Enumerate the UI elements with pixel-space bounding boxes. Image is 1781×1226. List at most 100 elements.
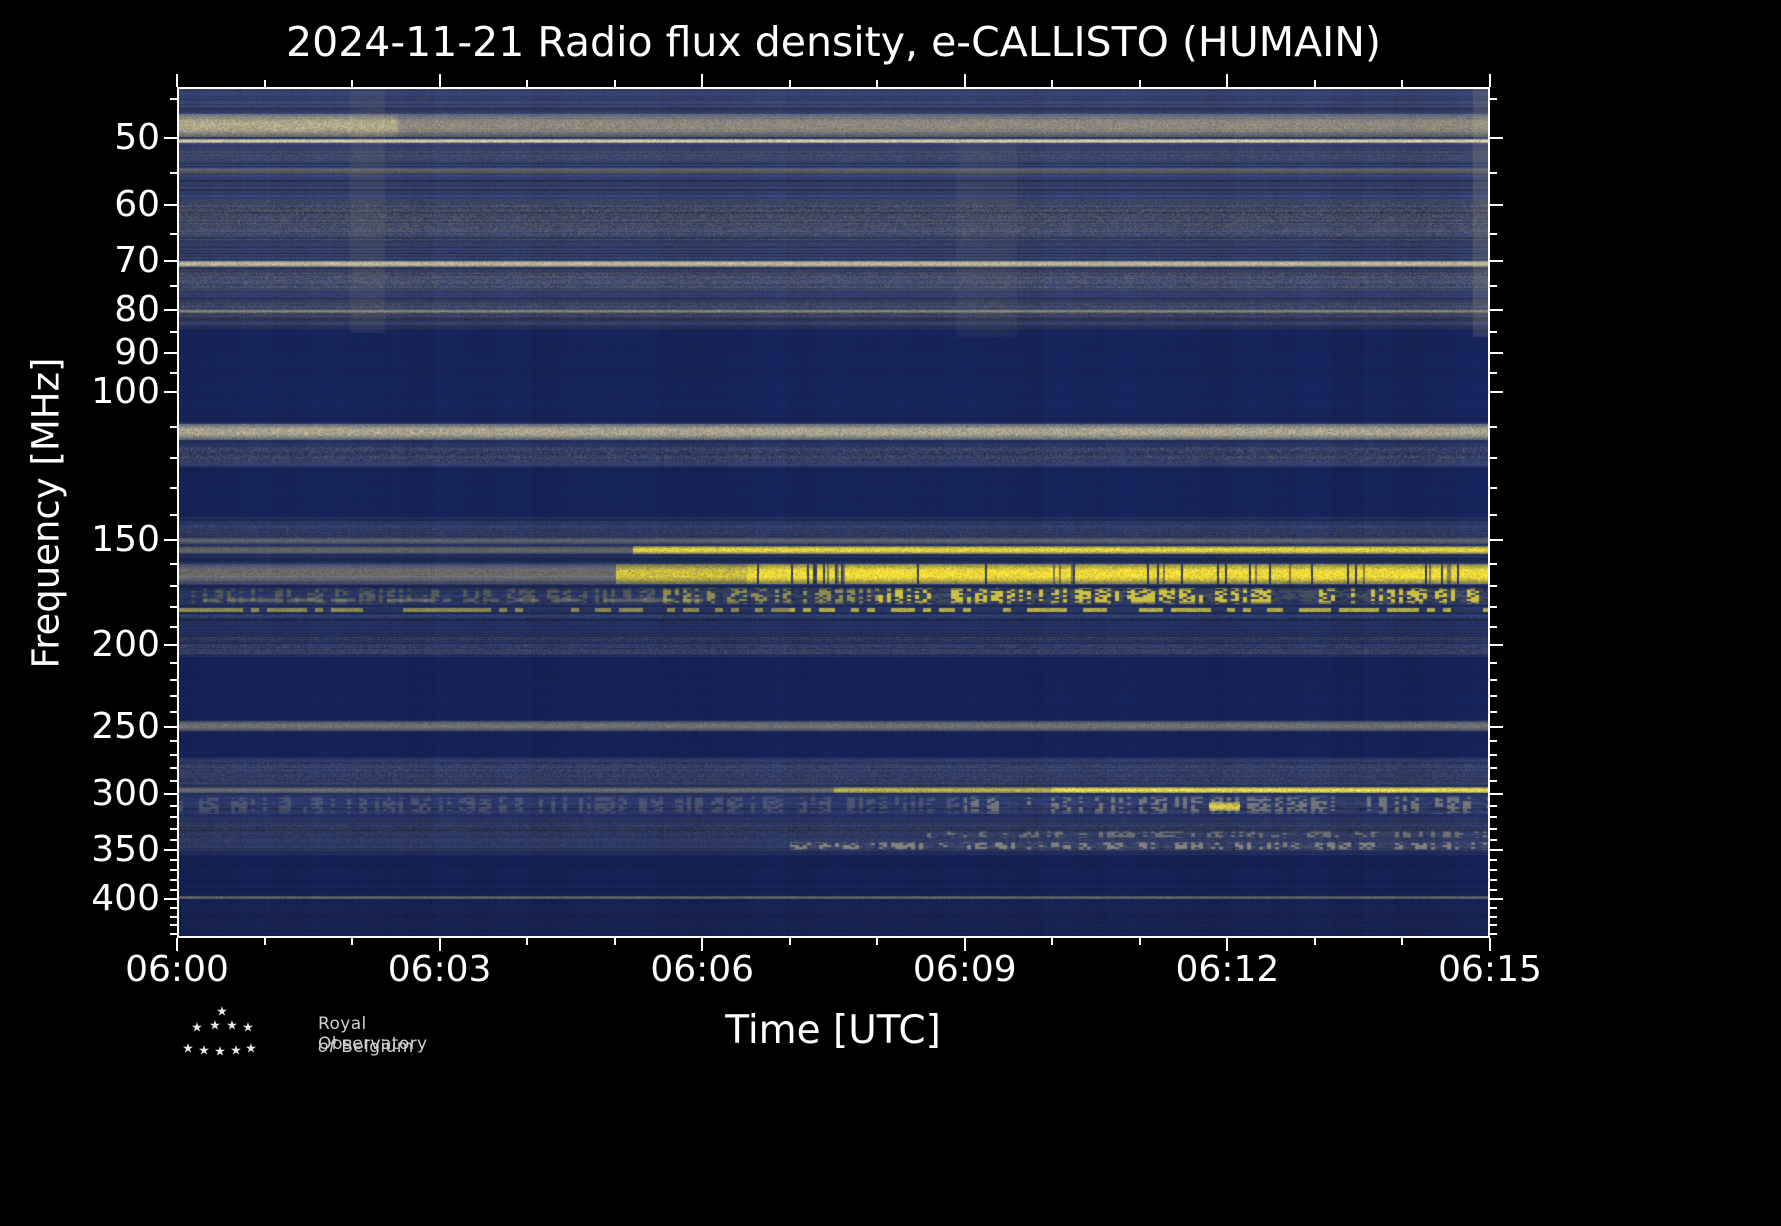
x-tick-label: 06:00 bbox=[125, 949, 229, 990]
y-minor-tick bbox=[170, 98, 177, 101]
y-minor-tick bbox=[170, 232, 177, 235]
y-minor-tick-right bbox=[1490, 232, 1497, 235]
y-minor-tick bbox=[170, 625, 177, 628]
x-minor-tick-top bbox=[613, 80, 616, 87]
y-minor-tick bbox=[170, 486, 177, 489]
y-minor-tick-right bbox=[1490, 562, 1497, 565]
x-major-tick bbox=[176, 938, 178, 951]
y-minor-tick bbox=[170, 780, 177, 783]
y-minor-tick bbox=[170, 457, 177, 460]
y-major-tick-right bbox=[1490, 390, 1503, 393]
y-minor-tick bbox=[170, 562, 177, 565]
y-minor-tick bbox=[170, 827, 177, 830]
y-major-tick bbox=[164, 725, 177, 728]
x-minor-tick bbox=[1401, 938, 1404, 945]
y-tick-label: 250 bbox=[91, 705, 160, 747]
y-major-tick-right bbox=[1490, 539, 1503, 542]
y-minor-tick bbox=[170, 371, 177, 374]
y-major-tick-right bbox=[1490, 352, 1503, 355]
y-minor-tick-right bbox=[1490, 625, 1497, 628]
y-minor-tick-right bbox=[1490, 98, 1497, 101]
x-minor-tick-top bbox=[351, 80, 354, 87]
x-minor-tick bbox=[1138, 938, 1141, 945]
y-minor-tick bbox=[170, 924, 177, 927]
y-minor-tick bbox=[170, 754, 177, 757]
y-minor-tick-right bbox=[1490, 605, 1497, 608]
y-minor-tick bbox=[170, 679, 177, 682]
y-minor-tick-right bbox=[1490, 371, 1497, 374]
y-tick-label: 300 bbox=[91, 772, 160, 814]
x-tick-label: 06:12 bbox=[1175, 949, 1280, 990]
y-minor-tick-right bbox=[1490, 879, 1497, 882]
y-minor-tick bbox=[170, 869, 177, 872]
chart-title: 2024-11-21 Radio flux density, e-CALLIST… bbox=[286, 18, 1381, 66]
x-minor-tick bbox=[1051, 938, 1054, 945]
x-tick-label: 06:06 bbox=[650, 949, 755, 990]
x-major-tick bbox=[963, 938, 966, 951]
y-tick-label: 60 bbox=[114, 183, 160, 225]
y-minor-tick bbox=[170, 695, 177, 698]
y-major-tick bbox=[164, 644, 177, 647]
x-minor-tick-top bbox=[526, 80, 529, 87]
x-major-tick-top bbox=[701, 74, 704, 87]
x-tick-label: 06:09 bbox=[912, 949, 1017, 990]
y-minor-tick-right bbox=[1490, 924, 1497, 927]
y-tick-label: 400 bbox=[91, 877, 160, 919]
y-minor-tick-right bbox=[1490, 285, 1497, 288]
y-minor-tick bbox=[170, 816, 177, 819]
x-minor-tick bbox=[526, 938, 529, 945]
y-minor-tick-right bbox=[1490, 767, 1497, 770]
y-minor-tick bbox=[170, 425, 177, 428]
x-minor-tick-top bbox=[788, 80, 791, 87]
y-minor-tick bbox=[170, 513, 177, 516]
y-minor-tick bbox=[170, 331, 177, 334]
y-minor-tick-right bbox=[1490, 584, 1497, 587]
star-icon: ★ bbox=[209, 1018, 221, 1034]
y-minor-tick bbox=[170, 907, 177, 910]
y-major-tick-right bbox=[1490, 897, 1503, 900]
logo-text-line2: of Belgium bbox=[318, 1037, 414, 1057]
y-tick-label: 50 bbox=[114, 116, 160, 158]
x-major-tick bbox=[1489, 938, 1491, 951]
y-minor-tick bbox=[170, 171, 177, 174]
y-tick-label: 350 bbox=[91, 829, 160, 871]
y-axis-label: Frequency [MHz] bbox=[24, 357, 68, 669]
y-minor-tick-right bbox=[1490, 457, 1497, 460]
y-minor-tick bbox=[170, 605, 177, 608]
star-icon: ★ bbox=[191, 1020, 203, 1036]
y-minor-tick bbox=[170, 740, 177, 743]
y-major-tick-right bbox=[1490, 203, 1503, 206]
plot-area bbox=[177, 87, 1490, 938]
y-minor-tick bbox=[170, 804, 177, 807]
y-major-tick bbox=[164, 203, 177, 206]
x-minor-tick-top bbox=[1401, 80, 1404, 87]
x-minor-tick-top bbox=[876, 80, 879, 87]
y-minor-tick-right bbox=[1490, 695, 1497, 698]
y-minor-tick-right bbox=[1490, 816, 1497, 819]
y-minor-tick-right bbox=[1490, 513, 1497, 516]
y-minor-tick-right bbox=[1490, 932, 1497, 935]
y-tick-label: 80 bbox=[114, 288, 160, 330]
logo-text-line1: Royal Observatory bbox=[318, 1014, 428, 1054]
y-minor-tick-right bbox=[1490, 804, 1497, 807]
y-minor-tick bbox=[170, 767, 177, 770]
x-major-tick bbox=[701, 938, 704, 951]
y-minor-tick bbox=[170, 285, 177, 288]
star-icon: ★ bbox=[182, 1041, 194, 1057]
y-major-tick-right bbox=[1490, 308, 1503, 311]
x-major-tick-top bbox=[1489, 74, 1491, 87]
y-major-tick bbox=[164, 849, 177, 852]
y-minor-tick-right bbox=[1490, 827, 1497, 830]
star-icon: ★ bbox=[245, 1041, 257, 1057]
y-minor-tick-right bbox=[1490, 711, 1497, 714]
y-minor-tick-right bbox=[1490, 888, 1497, 891]
y-minor-tick-right bbox=[1490, 171, 1497, 174]
y-minor-tick-right bbox=[1490, 907, 1497, 910]
y-minor-tick-right bbox=[1490, 740, 1497, 743]
x-tick-label: 06:03 bbox=[387, 949, 492, 990]
star-icon: ★ bbox=[230, 1043, 242, 1059]
y-minor-tick bbox=[170, 915, 177, 918]
y-minor-tick-right bbox=[1490, 662, 1497, 665]
y-major-tick-right bbox=[1490, 644, 1503, 647]
logo-text-belgium: Belgium bbox=[341, 1037, 414, 1057]
